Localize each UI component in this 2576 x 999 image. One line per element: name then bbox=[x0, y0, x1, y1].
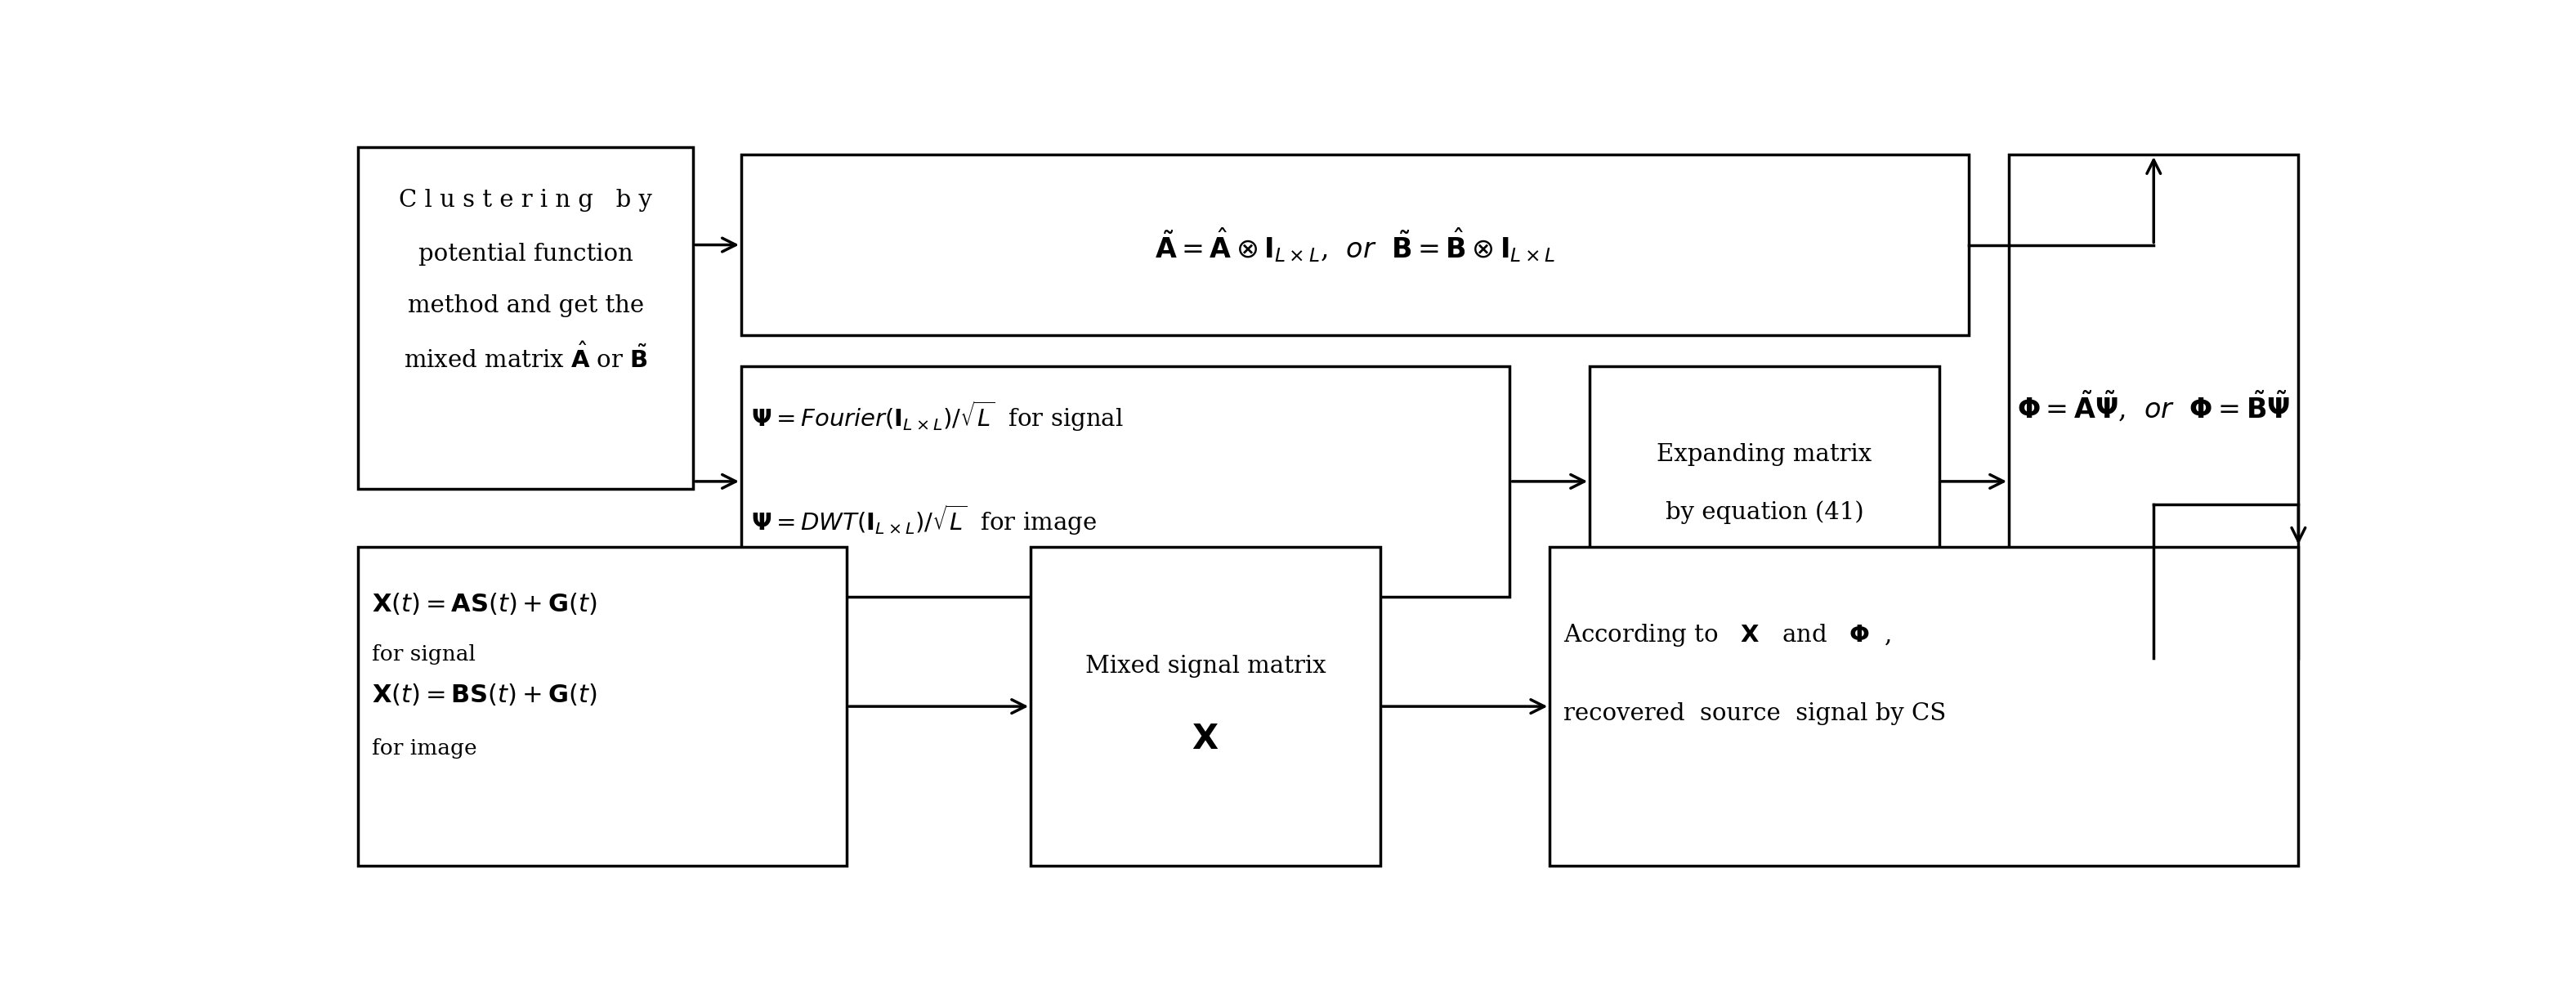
Text: method and get the: method and get the bbox=[407, 295, 644, 318]
Bar bbox=[1551, 546, 2298, 866]
Bar bbox=[358, 147, 693, 490]
Text: potential function: potential function bbox=[417, 243, 634, 266]
Text: for signal: for signal bbox=[371, 644, 477, 664]
Bar bbox=[2009, 155, 2298, 658]
Text: C l u s t e r i n g   b y: C l u s t e r i n g b y bbox=[399, 189, 652, 212]
Bar bbox=[1589, 366, 1940, 596]
Text: $\mathbf{\Phi} = \tilde{\mathbf{A}}\tilde{\mathbf{\Psi}}$,  $\mathit{or}$  $\mat: $\mathbf{\Phi} = \tilde{\mathbf{A}}\tild… bbox=[2017, 390, 2290, 424]
Text: $\mathbf{X}(t) = \mathbf{B}\mathbf{S}(t) + \mathbf{G}(t)$: $\mathbf{X}(t) = \mathbf{B}\mathbf{S}(t)… bbox=[371, 682, 598, 708]
Text: by equation (41): by equation (41) bbox=[1664, 500, 1862, 523]
Text: mixed matrix $\hat{\mathbf{A}}$ or $\tilde{\mathbf{B}}$: mixed matrix $\hat{\mathbf{A}}$ or $\til… bbox=[404, 344, 647, 373]
Text: for image: for image bbox=[371, 738, 477, 758]
Bar bbox=[1030, 546, 1381, 866]
Text: Mixed signal matrix: Mixed signal matrix bbox=[1084, 654, 1327, 677]
Text: $\tilde{\mathbf{A}} = \hat{\mathbf{A}} \otimes \mathbf{I}_{L\times L}$,  $\mathi: $\tilde{\mathbf{A}} = \hat{\mathbf{A}} \… bbox=[1154, 226, 1556, 264]
Text: $\boldsymbol{\Psi} = \mathit{DWT}(\mathbf{I}_{L\times L})/\sqrt{L}$  for image: $\boldsymbol{\Psi} = \mathit{DWT}(\mathb… bbox=[752, 502, 1097, 536]
Text: $\mathbf{X}$: $\mathbf{X}$ bbox=[1193, 722, 1218, 756]
Bar bbox=[742, 366, 1510, 596]
Bar bbox=[742, 155, 1968, 336]
Bar bbox=[358, 546, 848, 866]
Text: recovered  source  signal by CS: recovered source signal by CS bbox=[1564, 702, 1947, 725]
Text: $\mathbf{X}(t) = \mathbf{A}\mathbf{S}(t) + \mathbf{G}(t)$: $\mathbf{X}(t) = \mathbf{A}\mathbf{S}(t)… bbox=[371, 591, 598, 617]
Text: Expanding matrix: Expanding matrix bbox=[1656, 443, 1873, 466]
Text: According to   $\mathbf{X}$   and   $\mathbf{\Phi}$  ,: According to $\mathbf{X}$ and $\mathbf{\… bbox=[1564, 622, 1891, 648]
Text: $\boldsymbol{\Psi} = \mathit{Fourier}(\mathbf{I}_{L\times L})/\sqrt{L}$  for sig: $\boldsymbol{\Psi} = \mathit{Fourier}(\m… bbox=[752, 399, 1123, 434]
